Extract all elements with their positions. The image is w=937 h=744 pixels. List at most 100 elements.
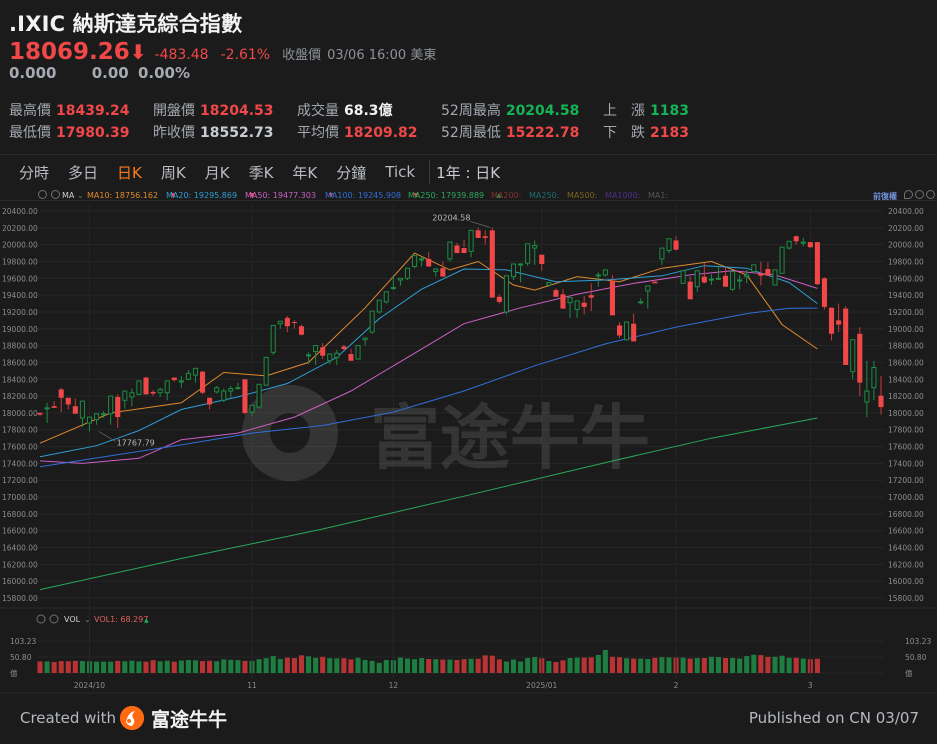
up-triangle-icon: ▲	[144, 617, 149, 624]
volume-bar	[652, 657, 658, 673]
y-axis-left-label: 15800.00	[2, 594, 38, 603]
ma-legend-ma200[interactable]: MA200:	[491, 191, 522, 200]
candle	[270, 324, 276, 355]
y-axis-left-label: 16400.00	[2, 544, 38, 553]
candle	[694, 270, 700, 292]
candle	[602, 269, 608, 277]
volume-bar	[242, 660, 248, 673]
ma-legend-ma100[interactable]: MA100: 19245.908	[325, 191, 402, 200]
candle	[828, 307, 835, 341]
stat-label: 52周最高	[441, 103, 501, 119]
ma-legend-ma500[interactable]: MA500:	[567, 191, 598, 200]
volume-bar	[355, 657, 361, 673]
after-hours-change: 0.00	[91, 64, 129, 82]
ma-legend-ma250[interactable]: MA250:	[529, 191, 560, 200]
y-axis-right-label: 18800.00	[888, 342, 924, 351]
y-axis-right-label: 16600.00	[888, 527, 924, 536]
volume-bar	[221, 659, 227, 673]
volume-bar	[793, 657, 799, 673]
candle	[115, 394, 121, 429]
y-axis-left-label: 18600.00	[2, 358, 38, 367]
vol1-legend: VOL1: 68.297	[94, 615, 148, 624]
down-arrow-icon: ⬇	[129, 40, 147, 64]
candle	[518, 263, 524, 283]
adjust-type-button[interactable]: 前復權	[873, 192, 897, 201]
candle	[284, 316, 290, 333]
tab-年K[interactable]: 年K	[292, 163, 318, 182]
tab-季K[interactable]: 季K	[248, 163, 274, 182]
volume-bar	[341, 658, 347, 673]
volume-bar	[595, 654, 601, 673]
volume-bar	[397, 657, 403, 673]
volume-bar	[376, 662, 382, 673]
stat-label: 最高價	[9, 103, 51, 119]
candle	[616, 322, 623, 339]
volume-bar	[178, 660, 184, 673]
tab-分時[interactable]: 分時	[19, 163, 50, 182]
candle	[79, 400, 85, 428]
volume-bar	[51, 662, 57, 673]
y-axis-left-label: 20200.00	[2, 224, 38, 233]
tab-分鐘[interactable]: 分鐘	[336, 163, 367, 182]
ma-legend-ma20[interactable]: MA20: 19295.869	[166, 191, 238, 200]
volume-bar	[129, 660, 135, 673]
stat-7: 52周最低 15222.78	[441, 122, 579, 142]
y-axis-right-label: 18600.00	[888, 358, 924, 367]
ma-indicator-bar: MA ⌄ 前復權 MA10: 18756.162 ▼ MA20: 19295.869…	[0, 189, 937, 203]
ma-line-ma10	[39, 252, 818, 444]
vol-axis-left-label: 50.80	[10, 653, 32, 662]
chevron-down-icon[interactable]: ⌄	[77, 191, 84, 200]
zoom-out-icon[interactable]	[915, 190, 924, 199]
candle	[157, 387, 163, 397]
vol-axis-right-label: 億	[905, 668, 913, 678]
x-axis-label: 11	[247, 681, 257, 690]
zoom-in-icon[interactable]	[926, 190, 935, 199]
ma-legend-ma1000[interactable]: MA1000:	[605, 191, 641, 200]
range-selector[interactable]: 1年 : 日K	[436, 163, 501, 182]
candle	[143, 376, 149, 395]
candle	[235, 382, 241, 390]
reset-icon[interactable]	[904, 190, 913, 199]
after-hours-change-pct: 0.00%	[137, 64, 190, 82]
volume-bar	[79, 661, 85, 673]
volume-bar	[207, 660, 213, 673]
close-indicator-icon[interactable]	[51, 190, 60, 199]
volume-bar	[588, 657, 594, 673]
tab-周K[interactable]: 周K	[160, 163, 186, 182]
volume-bar	[638, 658, 644, 673]
vol-indicator-label[interactable]: VOL	[64, 615, 81, 624]
volume-bar	[468, 658, 474, 673]
vol-axis-right-label: 103.23	[905, 637, 931, 646]
candle	[108, 395, 114, 425]
candlestick-chart[interactable]: 20400.00 20400.00 20200.00 20200.00 20000.00…	[0, 200, 937, 700]
volume-bar	[722, 658, 729, 673]
stat-6: 52周最高 20204.58	[441, 100, 579, 120]
candle	[397, 277, 403, 286]
chevron-down-icon[interactable]: ⌄	[84, 615, 91, 624]
volume-bar	[58, 661, 64, 673]
tab-日K[interactable]: 日K	[117, 163, 142, 182]
tab-月K[interactable]: 月K	[204, 163, 230, 182]
stat-8: 上 漲 1183	[603, 100, 689, 120]
tab-多日[interactable]: 多日	[68, 163, 99, 182]
ma-indicator-label[interactable]: MA	[62, 191, 75, 200]
ma-legend-ma1[interactable]: MA1:	[648, 191, 669, 200]
candle	[588, 283, 594, 312]
candle	[454, 242, 460, 254]
candle	[475, 227, 481, 238]
volume-bar	[708, 656, 714, 673]
volume-bar	[348, 659, 354, 673]
volume-bar	[136, 661, 142, 673]
candle	[659, 247, 665, 265]
settings-gear-icon[interactable]	[38, 190, 47, 199]
ma-legend-ma250[interactable]: MA250: 17939.889	[408, 191, 485, 200]
candle	[136, 380, 142, 396]
ma-legend-ma10[interactable]: MA10: 18756.162	[87, 191, 159, 200]
y-axis-left-label: 18200.00	[2, 392, 38, 401]
volume-bar	[454, 659, 460, 673]
volume-bar	[108, 661, 114, 673]
volume-bar	[157, 661, 163, 673]
tab-Tick[interactable]: Tick	[385, 163, 416, 181]
volume-bar	[320, 656, 326, 673]
ma-legend-ma50[interactable]: MA50: 19477.303	[245, 191, 317, 200]
